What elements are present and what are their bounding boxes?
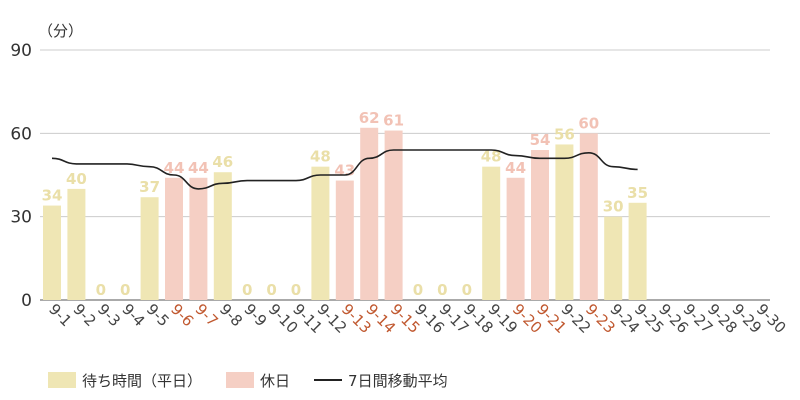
x-tick-label: 9-3 [94, 300, 124, 330]
bar-value-label: 44 [164, 159, 185, 177]
legend-swatch-holiday [226, 372, 255, 388]
bar-value-label: 44 [188, 159, 209, 177]
x-tick-label: 9-2 [70, 300, 100, 330]
bar-value-label: 46 [212, 153, 233, 171]
x-tick-label: 9-9 [240, 300, 270, 330]
bar [189, 177, 208, 300]
legend-label-weekday: 待ち時間（平日） [82, 371, 203, 390]
legend-label-moving-average: 7日間移動平均 [348, 371, 448, 390]
legend-item-holiday: 休日 [226, 370, 290, 391]
bar-value-label: 56 [554, 125, 575, 143]
x-tick-label: 9-6 [167, 300, 197, 330]
y-unit-label: （分） [38, 22, 83, 40]
bar [482, 166, 501, 300]
bar [43, 205, 61, 300]
bar-value-label: 48 [310, 148, 331, 166]
bar-value-label: 48 [481, 148, 502, 166]
x-tick-label: 9-5 [143, 300, 173, 330]
x-tick-label: 9-7 [192, 300, 222, 330]
bar [360, 127, 379, 301]
bar-value-label: 62 [359, 109, 380, 127]
bar-value-label: 0 [242, 281, 252, 299]
bar [311, 166, 330, 300]
bar-value-label: 0 [96, 281, 106, 299]
legend: 待ち時間（平日） 休日 7日間移動平均 [48, 368, 472, 392]
bar [604, 216, 623, 300]
bar [140, 197, 159, 300]
x-tick-label: 9-4 [118, 300, 148, 330]
bar [531, 150, 549, 300]
bar-value-label: 0 [462, 281, 472, 299]
legend-swatch-weekday [48, 372, 76, 388]
bar-value-label: 40 [66, 170, 87, 188]
bar-value-label: 35 [627, 184, 648, 202]
bar-value-label: 0 [266, 281, 276, 299]
bar-value-label: 60 [578, 114, 599, 132]
bar [579, 133, 598, 300]
x-tick-label: 9-8 [216, 300, 246, 330]
y-tick-label: 0 [21, 291, 32, 311]
y-tick-label: 30 [10, 208, 32, 228]
bar [67, 188, 86, 300]
y-tick-label: 60 [10, 124, 32, 144]
bar-value-label: 61 [383, 112, 404, 130]
legend-item-weekday: 待ち時間（平日） [48, 370, 202, 391]
bar-value-label: 37 [139, 178, 160, 196]
bar-value-label: 30 [603, 198, 624, 216]
bar-value-label: 54 [530, 131, 551, 149]
legend-item-moving-average: 7日間移動平均 [314, 370, 448, 391]
bar [628, 202, 647, 300]
bar [213, 172, 232, 300]
bar-value-label: 0 [437, 281, 447, 299]
bar [335, 180, 354, 300]
bar-value-label: 0 [413, 281, 423, 299]
moving-average-line [51, 149, 638, 190]
bar [165, 177, 183, 300]
bar [555, 144, 574, 300]
y-tick-label: 90 [10, 41, 32, 61]
legend-label-holiday: 休日 [260, 371, 291, 390]
legend-swatch-moving-average [314, 379, 343, 381]
bar-value-label: 0 [291, 281, 301, 299]
bar [506, 177, 525, 300]
bar-value-label: 43 [334, 162, 355, 180]
bar-value-label: 34 [42, 187, 63, 205]
bar-value-label: 44 [505, 159, 526, 177]
x-tick-label: 9-1 [45, 300, 75, 330]
bar-value-label: 0 [120, 281, 130, 299]
bar [384, 130, 403, 300]
